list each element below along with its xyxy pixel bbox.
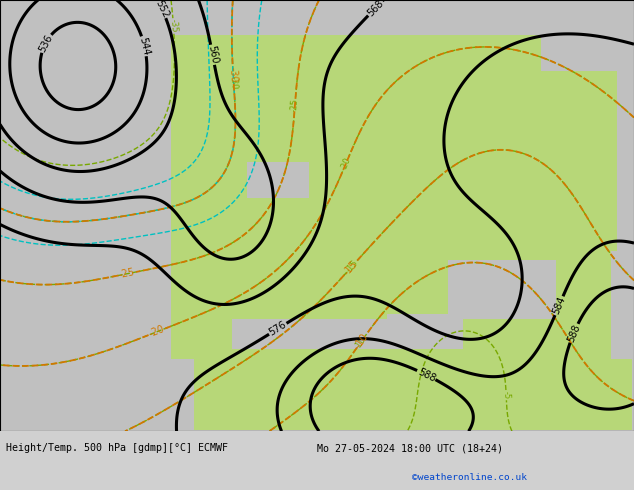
Text: -10: -10 (353, 331, 371, 350)
Text: 588: 588 (416, 367, 437, 384)
Text: -5: -5 (501, 391, 511, 399)
Text: 536: 536 (37, 33, 55, 54)
Text: -20: -20 (339, 156, 353, 172)
Text: Height/Temp. 500 hPa [gdmp][°C] ECMWF: Height/Temp. 500 hPa [gdmp][°C] ECMWF (6, 443, 228, 453)
Text: 584: 584 (551, 295, 567, 316)
Text: 544: 544 (138, 36, 152, 56)
Text: 560: 560 (206, 45, 219, 65)
Text: -35: -35 (169, 19, 178, 33)
Text: 568: 568 (365, 0, 385, 18)
Text: 588: 588 (566, 323, 582, 343)
Text: -15: -15 (341, 259, 359, 277)
Text: 576: 576 (267, 319, 288, 338)
Text: -20: -20 (148, 324, 166, 340)
Text: 552: 552 (153, 0, 170, 19)
Text: -30: -30 (229, 75, 238, 89)
Text: -30: -30 (228, 67, 238, 83)
Text: Mo 27-05-2024 18:00 UTC (18+24): Mo 27-05-2024 18:00 UTC (18+24) (317, 443, 503, 453)
Text: -10: -10 (353, 335, 368, 351)
Text: ©weatheronline.co.uk: ©weatheronline.co.uk (412, 473, 527, 482)
Text: -25: -25 (119, 267, 136, 280)
Text: -15: -15 (344, 258, 360, 274)
Text: -25: -25 (290, 98, 300, 112)
